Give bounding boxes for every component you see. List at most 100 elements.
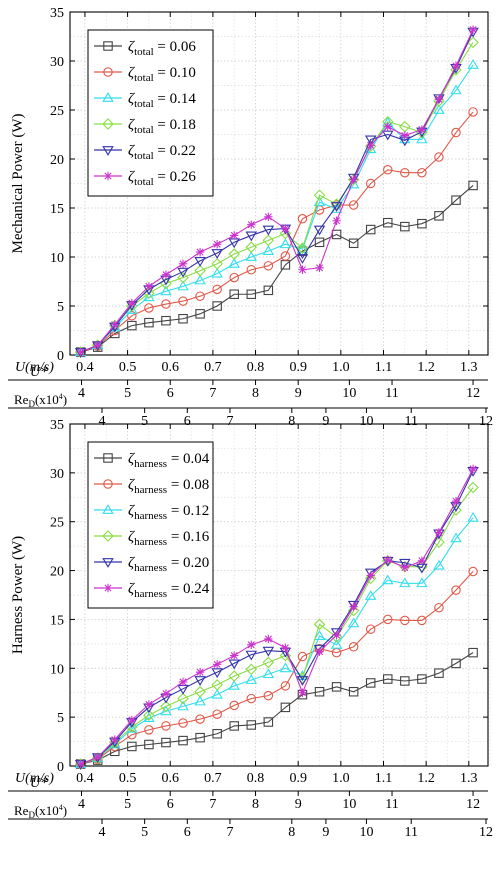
data-point <box>330 638 343 649</box>
legend: ζtotal = 0.06 ζtotal = 0.10 ζtotal = 0.14 ζ… <box>87 29 214 197</box>
data-point <box>93 341 102 350</box>
data-point <box>433 559 445 570</box>
data-point <box>383 122 392 131</box>
data-point <box>161 299 171 309</box>
data-point <box>143 709 155 721</box>
data-point <box>366 571 375 580</box>
u-tick-label: 1.3 <box>460 771 478 786</box>
data-point <box>315 647 324 656</box>
data-point <box>247 640 256 650</box>
data-point <box>451 585 461 595</box>
data-point <box>280 702 291 713</box>
data-point <box>194 257 206 267</box>
data-point <box>211 249 223 259</box>
legend-entry: ζharness = 0.12 <box>128 503 209 522</box>
y-tick-label: 10 <box>50 251 64 266</box>
data-point <box>348 642 359 652</box>
legend-box <box>87 441 214 609</box>
y-tick-label: 10 <box>50 662 64 677</box>
u-tick-label: 1.1 <box>375 771 393 786</box>
series-0.26 <box>76 25 478 357</box>
data-point <box>144 317 154 328</box>
data-point <box>364 140 377 153</box>
re-axis-label: ReD(x104) <box>14 392 67 409</box>
y-tick-label: 30 <box>50 55 64 70</box>
series-0.06 <box>75 180 478 357</box>
y-tick-label: 20 <box>50 565 64 580</box>
ustar-tick-label: 9 <box>295 797 302 812</box>
data-point <box>314 686 325 697</box>
data-point <box>364 572 377 585</box>
u-tick-label: 0.7 <box>204 360 222 375</box>
legend-entry: ζtotal = 0.22 <box>128 143 196 162</box>
re-tick-label: 12 <box>479 825 493 840</box>
data-point <box>467 511 479 522</box>
y-tick-label: 0 <box>57 349 64 364</box>
data-point <box>468 180 478 191</box>
data-point <box>212 284 222 295</box>
data-point <box>383 674 393 684</box>
u-tick-label: 1.1 <box>375 360 393 375</box>
data-point <box>178 718 188 728</box>
legend-entry: ζharness = 0.20 <box>128 555 209 574</box>
ustar-tick-label: 10 <box>342 797 356 812</box>
ustar-tick-label: 10 <box>342 386 356 401</box>
re-tick-label: 12 <box>479 414 493 429</box>
ustar-tick-label: 5 <box>124 797 131 812</box>
data-point <box>467 481 479 494</box>
data-point <box>451 195 461 205</box>
plot-frame <box>69 423 489 767</box>
re-tick-label: 5 <box>141 414 148 429</box>
data-point <box>348 238 359 249</box>
ustar-tick-label: 6 <box>167 386 174 401</box>
legend-marker <box>103 41 113 51</box>
y-tick-label: 15 <box>50 202 64 217</box>
re-tick-label: 7 <box>226 414 233 429</box>
legend-entry: ζharness = 0.08 <box>128 477 209 496</box>
data-point <box>400 221 410 232</box>
data-point <box>365 224 376 235</box>
data-point <box>229 289 239 299</box>
y-axis-label: Mechanical Power (W) <box>10 114 26 254</box>
data-point <box>280 681 291 691</box>
data-point <box>229 721 239 731</box>
legend-marker <box>102 504 114 514</box>
data-point <box>400 167 410 178</box>
data-point <box>177 271 189 284</box>
ustar-tick-label: 6 <box>167 797 174 812</box>
data-point <box>417 674 427 684</box>
data-point <box>161 315 171 326</box>
y-tick-label: 30 <box>50 467 64 482</box>
legend-marker <box>102 530 114 542</box>
data-point <box>127 298 137 308</box>
legend-entry: ζharness = 0.24 <box>128 581 210 600</box>
data-point <box>450 64 462 76</box>
data-point <box>246 693 257 704</box>
data-point <box>468 25 478 34</box>
data-point <box>417 218 427 229</box>
data-point <box>246 289 257 299</box>
data-point <box>383 217 393 228</box>
legend-marker <box>102 92 114 102</box>
data-point <box>417 125 427 134</box>
data-point <box>194 676 206 686</box>
u-axis-label: U(m/s) <box>15 771 54 786</box>
legend-marker <box>103 479 113 489</box>
chart-panel-1: 0 5 10 15 20 25 30 35 Mechanical Power (W) ζtotal… <box>8 6 493 429</box>
data-point <box>161 270 171 279</box>
data-point <box>349 175 358 184</box>
data-point <box>161 737 171 748</box>
data-point <box>160 285 172 296</box>
data-point <box>467 59 479 69</box>
data-point <box>127 741 137 752</box>
data-point <box>296 676 309 686</box>
series-line <box>80 185 474 353</box>
data-point <box>468 566 478 577</box>
y-tick-label: 25 <box>50 104 64 119</box>
ustar-tick-label: 11 <box>385 386 398 401</box>
data-point <box>262 234 275 247</box>
data-point <box>246 720 257 730</box>
legend-marker <box>103 67 113 77</box>
data-point <box>279 227 292 240</box>
